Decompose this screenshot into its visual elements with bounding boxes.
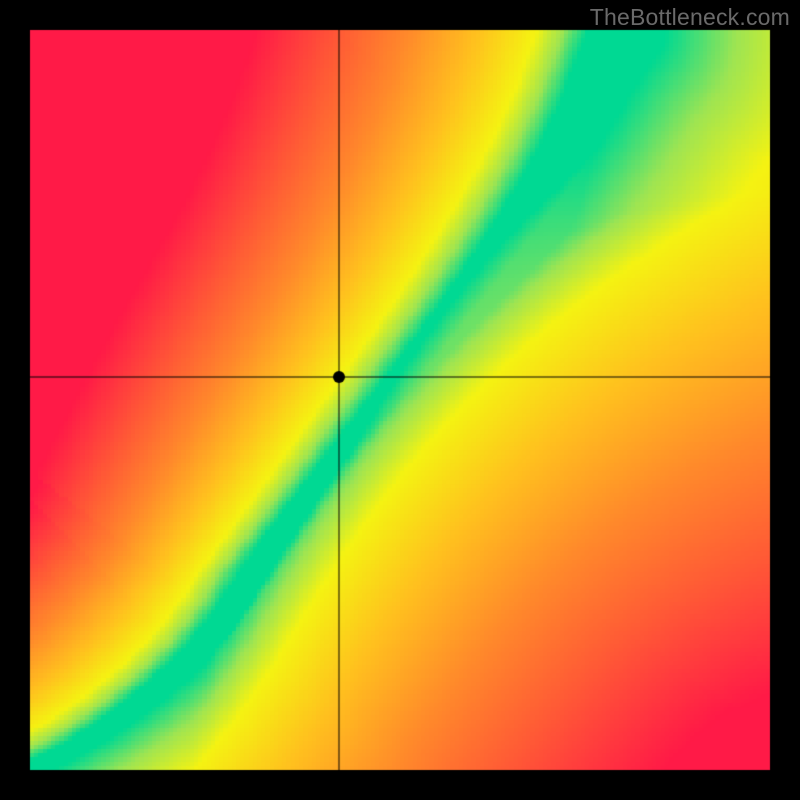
- heatmap-canvas: [0, 0, 800, 800]
- watermark-text: TheBottleneck.com: [590, 4, 790, 31]
- chart-container: TheBottleneck.com: [0, 0, 800, 800]
